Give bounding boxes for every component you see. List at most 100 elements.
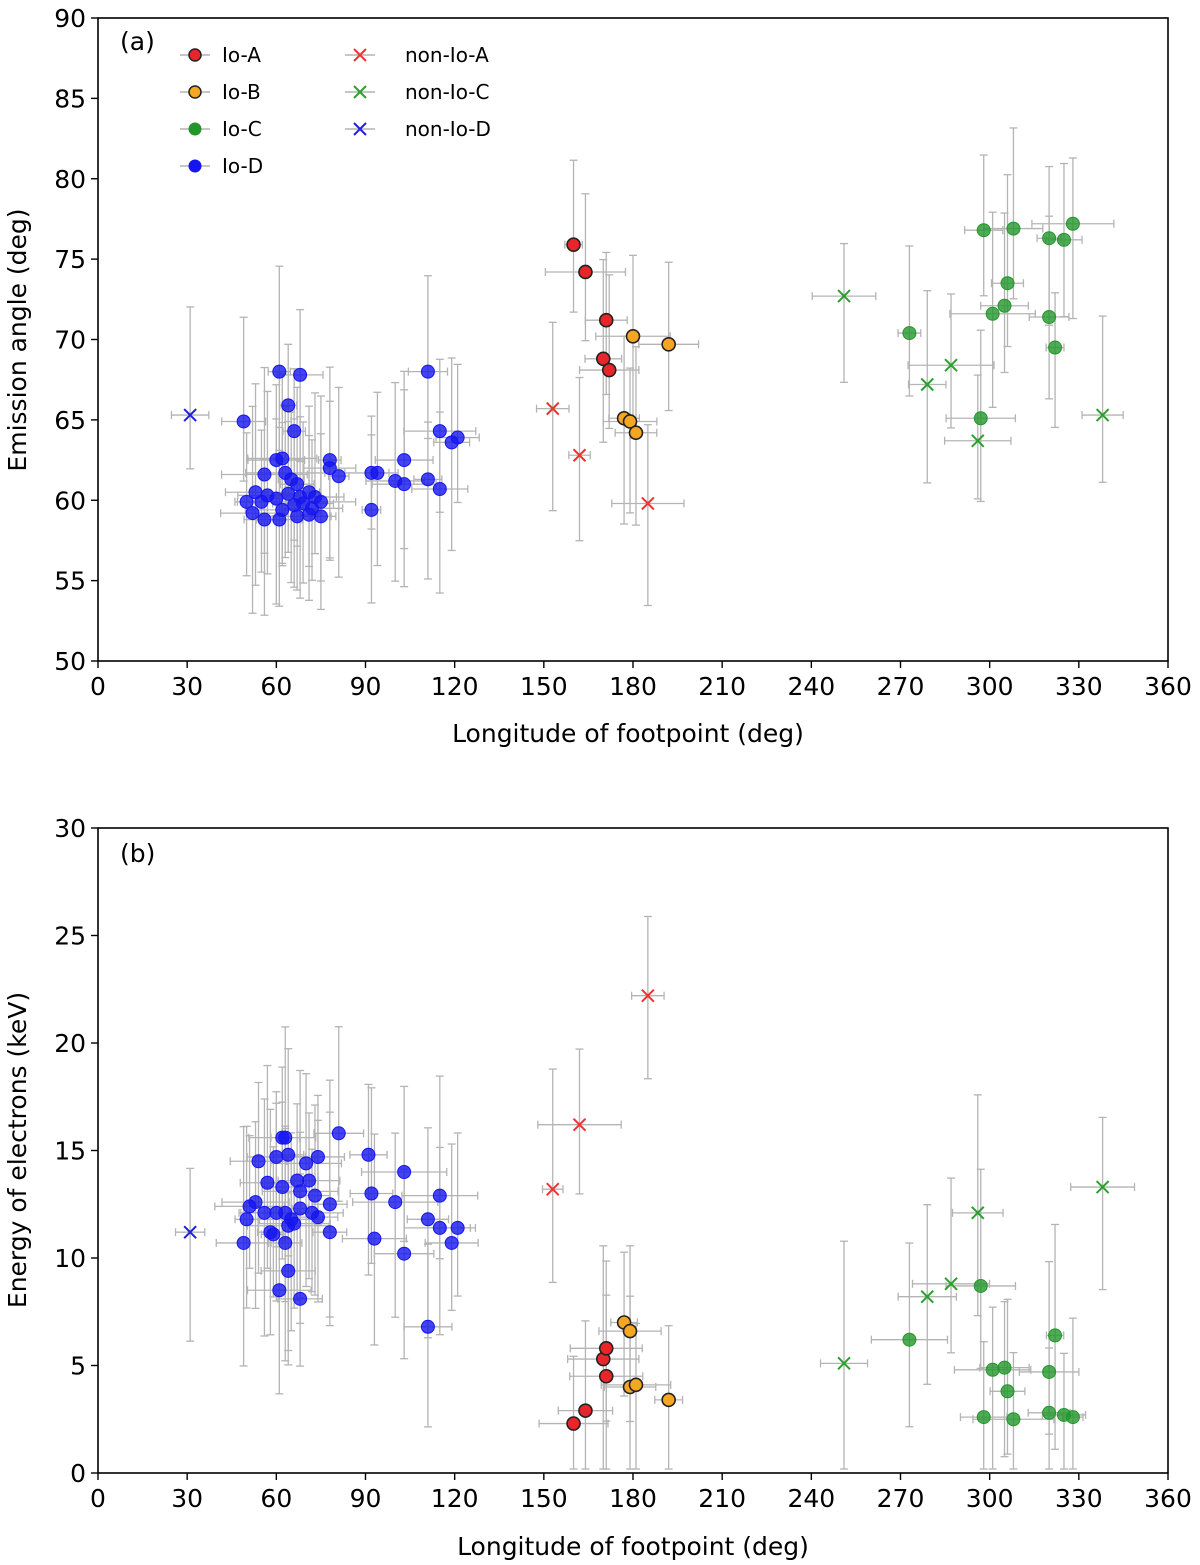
point-io-a [578, 264, 593, 280]
point-io-a [601, 362, 617, 378]
point-io-c [1056, 232, 1071, 247]
point-io-d [313, 509, 328, 524]
point-io-c [1042, 1405, 1057, 1420]
point-io-d [322, 1225, 337, 1240]
panel-b-x-tick-label: 300 [966, 1484, 1014, 1513]
point-io-b [622, 1323, 638, 1339]
panel-b-x-tick-label: 240 [787, 1484, 835, 1513]
point-io-d [293, 1201, 308, 1216]
point-nonio-c [944, 358, 958, 372]
point-io-d [257, 1205, 272, 1220]
point-io-c [902, 1332, 917, 1347]
panel-a-x-tick-label: 360 [1144, 672, 1192, 701]
point-nonio-c [920, 1289, 934, 1304]
point-io-b [625, 328, 641, 344]
point-io-a [598, 1368, 614, 1384]
point-io-d [257, 467, 272, 482]
point-io-d [236, 414, 251, 429]
point-io-d [236, 1235, 251, 1250]
point-nonio-a [572, 448, 587, 462]
point-io-c [1000, 276, 1015, 291]
point-io-b [628, 1377, 644, 1393]
legend-io-d-marker [188, 159, 202, 173]
point-io-d [364, 1186, 379, 1201]
point-io-c [1048, 1328, 1063, 1343]
point-io-d [397, 453, 412, 468]
point-io-d [269, 1149, 284, 1164]
point-io-a [598, 1341, 614, 1356]
point-io-d [450, 430, 465, 445]
point-io-c [1042, 1364, 1057, 1379]
point-io-c [1042, 231, 1057, 246]
point-io-b [622, 414, 638, 429]
point-io-d [275, 1180, 290, 1195]
point-io-d [272, 1283, 287, 1298]
panel-a-x-axis-label: Longitude of footpoint (deg) [452, 719, 804, 748]
point-io-d [293, 367, 308, 382]
legend-io-b-label: Io-B [222, 80, 261, 104]
panel-a-x-tick-label: 90 [350, 672, 382, 701]
point-io-c [973, 1278, 988, 1293]
point-io-d [281, 1147, 296, 1162]
point-io-c [985, 306, 1000, 321]
point-io-d [257, 512, 272, 527]
panel-b-x-tick-label: 210 [698, 1484, 746, 1513]
point-nonio-c [837, 1356, 851, 1371]
panel-b-x-tick-label: 180 [609, 1484, 657, 1513]
point-io-d [272, 364, 287, 379]
legend-io-a-marker [188, 48, 202, 62]
point-io-d [278, 1130, 293, 1145]
point-io-d [290, 477, 305, 492]
point-io-d [420, 1212, 435, 1227]
point-io-d [266, 1227, 281, 1242]
panel-b-y-tick-label: 15 [54, 1137, 86, 1166]
panel-a-x-tick-label: 210 [698, 672, 746, 701]
point-io-d [245, 506, 260, 521]
panel-b-y-axis-label: Energy of electrons (keV) [3, 992, 32, 1308]
point-nonio-c [971, 434, 985, 448]
point-io-d [432, 1188, 447, 1203]
point-io-c [1006, 221, 1021, 236]
panel-b: 0 30 60 90 120 150 180 210 240 270 300 330 360 0 5 10 1… [3, 814, 1192, 1561]
panel-a: 0 30 60 90 120 150 180 210 240 270 300 330 360 50 55 6… [3, 4, 1192, 748]
panel-b-y-ticks: 0 5 10 15 20 25 30 [54, 814, 98, 1488]
legend-nonio-c-marker [353, 85, 367, 99]
panel-a-label: (a) [120, 27, 155, 56]
point-io-b [661, 337, 676, 352]
panel-a-markers [183, 216, 1110, 527]
point-nonio-a [546, 401, 560, 416]
point-io-d [388, 1195, 403, 1210]
panel-b-label: (b) [120, 839, 155, 868]
panel-a-y-tick-label: 80 [54, 165, 86, 194]
point-io-c [985, 1362, 1000, 1377]
point-io-d [432, 424, 447, 439]
point-io-d [310, 1149, 325, 1164]
point-io-d [260, 1175, 275, 1190]
panel-a-y-tick-label: 90 [54, 4, 86, 33]
point-io-d [397, 1165, 412, 1179]
point-nonio-a [546, 1182, 560, 1196]
panel-b-x-tick-label: 270 [877, 1484, 925, 1513]
legend-item-nonio-c: non-Io-C [345, 80, 490, 104]
point-io-d [275, 451, 290, 466]
point-io-d [239, 1212, 254, 1227]
point-io-c [902, 326, 917, 341]
panel-a-y-tick-label: 60 [54, 486, 86, 515]
point-io-d [302, 1173, 317, 1188]
point-io-a [598, 312, 614, 328]
point-io-d [299, 1156, 314, 1171]
point-io-c [997, 1360, 1012, 1375]
point-io-d [397, 477, 412, 492]
point-io-d [281, 1263, 296, 1278]
point-io-d [287, 424, 302, 439]
point-io-c [976, 223, 991, 238]
panel-b-x-tick-label: 60 [260, 1484, 292, 1513]
point-io-c [1006, 1412, 1021, 1427]
point-io-d [322, 1197, 337, 1212]
panel-a-y-tick-label: 55 [54, 567, 86, 596]
panel-b-y-tick-label: 25 [54, 922, 86, 951]
panel-a-y-tick-label: 85 [54, 84, 86, 113]
legend-item-nonio-a: non-Io-A [345, 43, 489, 67]
point-io-d [313, 494, 328, 509]
panel-b-x-tick-label: 30 [171, 1484, 203, 1513]
